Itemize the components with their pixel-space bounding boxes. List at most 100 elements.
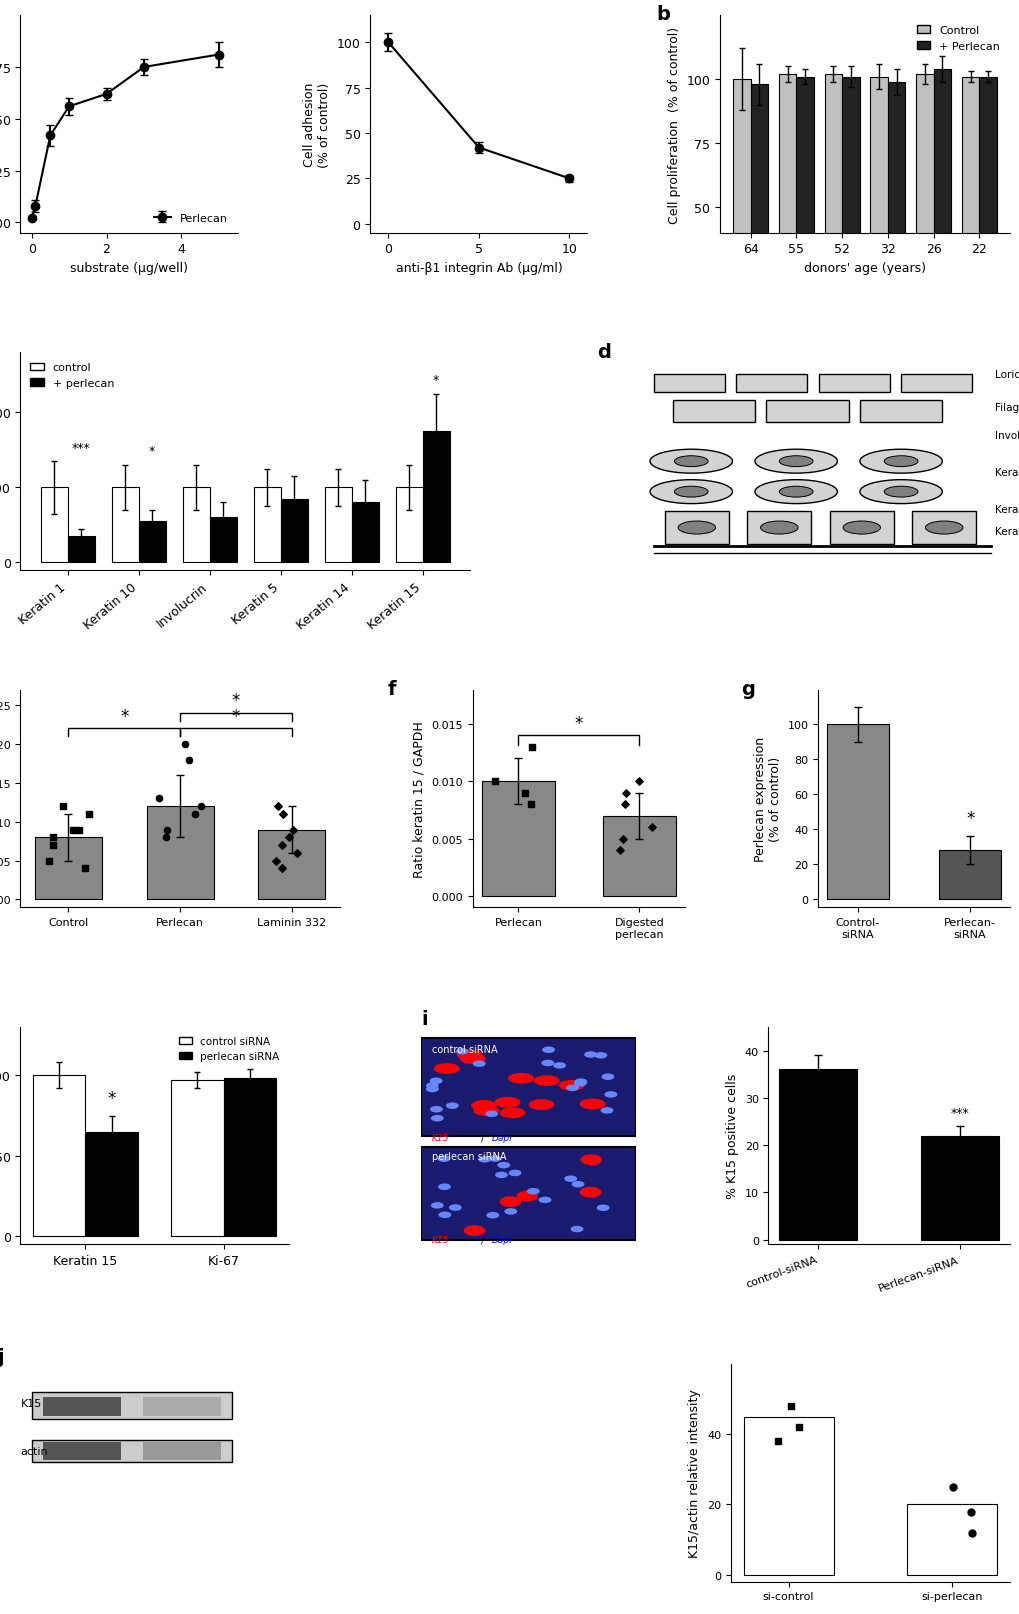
Point	[159, 817, 175, 843]
Ellipse shape	[883, 457, 917, 468]
Bar	[143, 1396, 221, 1417]
Point	[176, 731, 193, 757]
Text: Dapi: Dapi	[491, 1133, 513, 1143]
Point	[193, 794, 209, 820]
Text: K15: K15	[20, 1398, 42, 1409]
Point	[64, 817, 81, 843]
Text: j: j	[0, 1346, 5, 1365]
Bar	[842, 77, 859, 336]
Ellipse shape	[497, 1162, 510, 1169]
Text: *: *	[965, 810, 973, 828]
Bar	[422, 433, 449, 563]
Ellipse shape	[528, 1099, 553, 1110]
Ellipse shape	[859, 481, 942, 504]
Bar	[32, 1393, 232, 1419]
Bar	[736, 374, 807, 392]
Point	[45, 833, 61, 859]
Ellipse shape	[486, 1212, 498, 1219]
Point	[782, 1393, 798, 1419]
Ellipse shape	[924, 521, 962, 534]
Ellipse shape	[430, 1106, 442, 1112]
Ellipse shape	[504, 1209, 517, 1215]
Ellipse shape	[471, 1101, 496, 1110]
Point	[944, 1474, 960, 1499]
Point	[288, 841, 305, 867]
Bar	[352, 504, 378, 563]
Point	[631, 768, 647, 794]
Ellipse shape	[674, 457, 707, 468]
Text: control siRNA: control siRNA	[432, 1044, 497, 1054]
Text: *: *	[231, 692, 239, 710]
Bar	[35, 838, 102, 901]
Ellipse shape	[674, 487, 707, 497]
Text: actin: actin	[20, 1446, 48, 1456]
Ellipse shape	[485, 1110, 497, 1117]
Bar	[978, 77, 996, 336]
Y-axis label: Cell adhesion
(% of control): Cell adhesion (% of control)	[303, 82, 331, 168]
Bar	[421, 1148, 635, 1240]
Legend: Control, + Perlecan: Control, + Perlecan	[911, 21, 1004, 56]
Point	[151, 786, 167, 812]
Bar	[887, 82, 904, 336]
Legend: Perlecan: Perlecan	[150, 210, 231, 228]
Bar	[826, 725, 888, 899]
Bar	[765, 400, 848, 423]
Ellipse shape	[508, 1170, 521, 1177]
Ellipse shape	[425, 1083, 438, 1089]
Ellipse shape	[538, 1198, 551, 1204]
Y-axis label: K15/actin relative intensity: K15/actin relative intensity	[688, 1388, 701, 1558]
Point	[274, 833, 290, 859]
Ellipse shape	[574, 1080, 586, 1086]
Bar	[900, 374, 971, 392]
Point	[269, 794, 285, 820]
Bar	[733, 81, 750, 336]
Bar	[653, 374, 725, 392]
Text: ***: ***	[72, 441, 91, 455]
Ellipse shape	[859, 450, 942, 475]
Bar	[33, 1075, 86, 1236]
Bar	[961, 77, 978, 336]
Bar	[482, 781, 554, 896]
X-axis label: donors' age (years): donors' age (years)	[803, 261, 925, 274]
Bar	[41, 487, 67, 563]
Text: Dapi: Dapi	[491, 1235, 513, 1244]
Y-axis label: Cell proliferation  (% of control): Cell proliferation (% of control)	[667, 26, 681, 223]
Y-axis label: Perlecan expression
(% of control): Perlecan expression (% of control)	[753, 736, 782, 862]
Ellipse shape	[478, 1156, 490, 1164]
Bar	[280, 499, 308, 563]
Point	[274, 855, 290, 881]
Text: /: /	[481, 1235, 484, 1244]
Point	[81, 802, 97, 828]
Point	[45, 825, 61, 851]
Bar	[254, 487, 280, 563]
Ellipse shape	[574, 1078, 587, 1085]
Point	[618, 780, 634, 805]
Ellipse shape	[579, 1186, 600, 1198]
Bar	[869, 77, 887, 336]
Legend: control, + perlecan: control, + perlecan	[25, 358, 118, 394]
Ellipse shape	[426, 1086, 438, 1093]
Text: Keratins 5, 14: Keratins 5, 14	[994, 505, 1019, 515]
Ellipse shape	[558, 1080, 584, 1091]
Ellipse shape	[779, 457, 812, 468]
Bar	[932, 69, 950, 336]
Ellipse shape	[473, 1060, 485, 1067]
Bar	[43, 1396, 120, 1417]
Ellipse shape	[883, 487, 917, 497]
Text: d: d	[597, 342, 610, 362]
Point	[186, 802, 203, 828]
Ellipse shape	[494, 1172, 507, 1178]
Bar	[664, 512, 728, 544]
Point	[614, 826, 631, 852]
Ellipse shape	[526, 1188, 539, 1194]
Text: K15: K15	[432, 1133, 449, 1143]
Ellipse shape	[604, 1091, 616, 1098]
Bar	[818, 374, 889, 392]
Point	[76, 855, 93, 881]
Text: f: f	[387, 679, 395, 699]
Ellipse shape	[552, 1062, 566, 1068]
Legend: control siRNA, perlecan siRNA: control siRNA, perlecan siRNA	[174, 1033, 283, 1065]
Ellipse shape	[437, 1183, 450, 1190]
Ellipse shape	[594, 1052, 606, 1059]
Ellipse shape	[438, 1212, 450, 1219]
